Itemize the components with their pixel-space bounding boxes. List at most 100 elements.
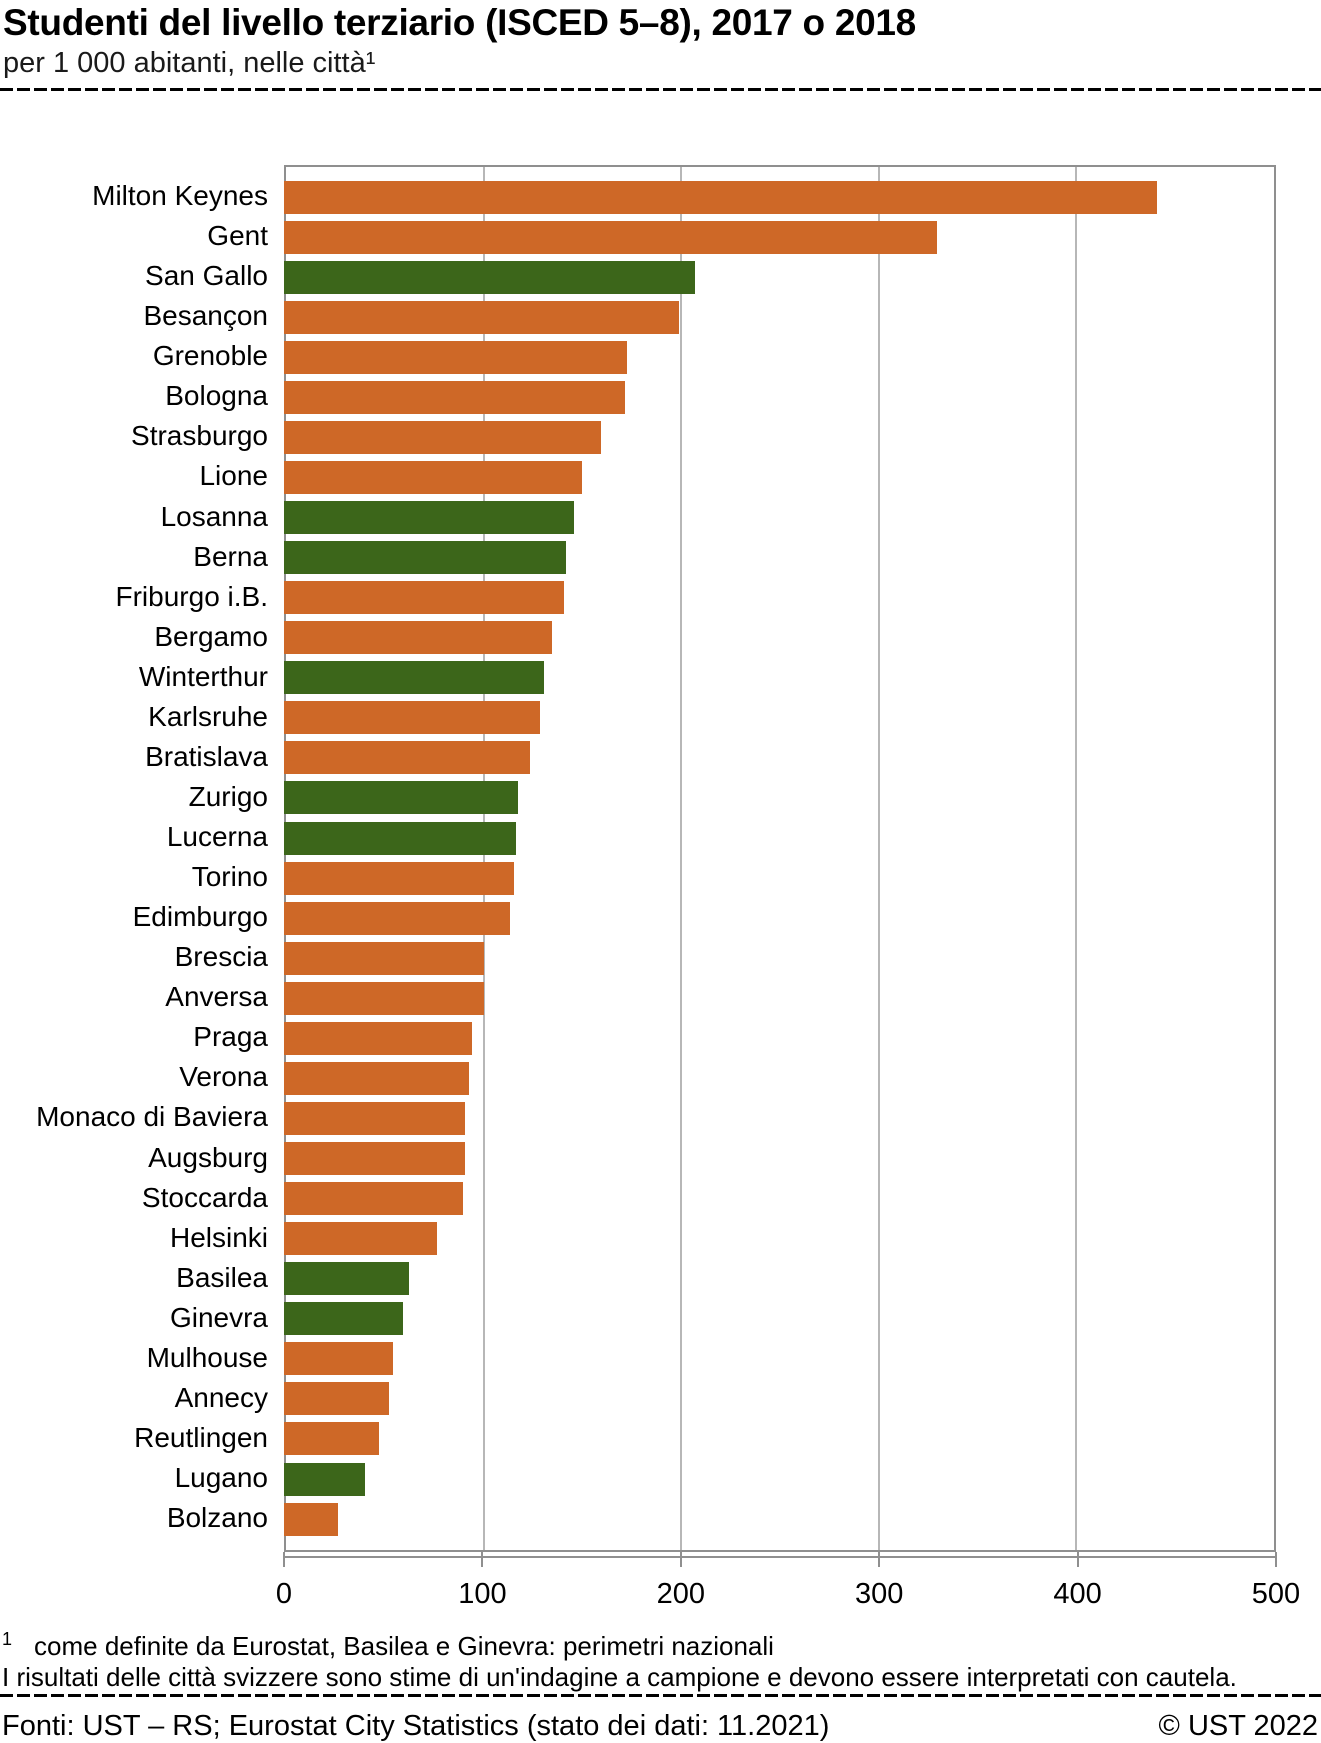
bar-anversa bbox=[284, 981, 485, 1015]
bar-gent bbox=[284, 220, 937, 254]
bar-track bbox=[284, 898, 1276, 938]
bar-track bbox=[284, 457, 1276, 497]
x-tick-300 bbox=[878, 1552, 881, 1567]
bar-losanna bbox=[284, 501, 574, 535]
bar-track bbox=[284, 1219, 1276, 1259]
x-tick-500 bbox=[1275, 1552, 1277, 1567]
category-label: Karlsruhe bbox=[148, 700, 268, 732]
chart-row: Grenoble bbox=[0, 337, 1276, 377]
bar-praga bbox=[284, 1021, 473, 1055]
category-label: Praga bbox=[193, 1021, 268, 1053]
copyright-text: © UST 2022 bbox=[1158, 1710, 1318, 1742]
bar-track bbox=[284, 217, 1276, 257]
bar-lugano bbox=[284, 1462, 366, 1496]
x-tick-label-500: 500 bbox=[1251, 1578, 1301, 1610]
category-label: Helsinki bbox=[169, 1221, 268, 1253]
chart-row: Strasburgo bbox=[0, 417, 1276, 457]
category-label: Annecy bbox=[174, 1381, 268, 1413]
x-tick-label-400: 400 bbox=[1053, 1578, 1102, 1610]
category-label: Edimburgo bbox=[132, 901, 268, 933]
bar-track bbox=[284, 858, 1276, 898]
category-label: Basilea bbox=[176, 1261, 268, 1293]
bar-annecy bbox=[284, 1382, 390, 1416]
bar-helsinki bbox=[284, 1222, 437, 1256]
category-label: Friburgo i.B. bbox=[115, 580, 269, 612]
category-label: Brescia bbox=[174, 941, 268, 973]
chart-title: Studenti del livello terziario (ISCED 5–… bbox=[3, 2, 916, 43]
chart-row: Monaco di Baviera bbox=[0, 1098, 1276, 1138]
gridline-400 bbox=[1075, 167, 1078, 1550]
bar-track bbox=[284, 1419, 1276, 1459]
bar-track bbox=[284, 1459, 1276, 1499]
bar-track bbox=[284, 1179, 1276, 1219]
chart-row: Stoccarda bbox=[0, 1179, 1276, 1219]
x-tick-0 bbox=[283, 1552, 285, 1567]
x-tick-label-100: 100 bbox=[458, 1578, 507, 1610]
chart-row: Karlsruhe bbox=[0, 698, 1276, 738]
category-label: Augsburg bbox=[148, 1141, 268, 1173]
category-label: Lione bbox=[199, 460, 268, 492]
bar-besan-on bbox=[284, 300, 679, 334]
category-label: Lugano bbox=[174, 1462, 268, 1494]
bar-track bbox=[284, 578, 1276, 618]
bar-track bbox=[284, 1299, 1276, 1339]
footnote-marker: 1 bbox=[2, 1629, 13, 1649]
category-label: Berna bbox=[193, 540, 268, 572]
bar-track bbox=[284, 1379, 1276, 1419]
x-tick-label-200: 200 bbox=[656, 1578, 705, 1610]
category-label: Grenoble bbox=[152, 340, 268, 372]
bar-lucerna bbox=[284, 821, 517, 855]
category-label: Stoccarda bbox=[141, 1181, 268, 1213]
x-axis-line bbox=[284, 1556, 1276, 1558]
bar-mulhouse bbox=[284, 1342, 394, 1376]
chart-row: Ginevra bbox=[0, 1299, 1276, 1339]
footer-divider-line bbox=[0, 1694, 1321, 1697]
chart-row: Reutlingen bbox=[0, 1419, 1276, 1459]
category-label: Milton Keynes bbox=[92, 180, 268, 212]
bar-basilea bbox=[284, 1262, 409, 1296]
category-label: San Gallo bbox=[145, 260, 268, 292]
bar-karlsruhe bbox=[284, 701, 540, 735]
chart-row: Basilea bbox=[0, 1259, 1276, 1299]
chart-row: Friburgo i.B. bbox=[0, 578, 1276, 618]
bar-track bbox=[284, 1058, 1276, 1098]
chart-row: Bologna bbox=[0, 377, 1276, 417]
bar-bologna bbox=[284, 380, 626, 414]
category-label: Torino bbox=[191, 861, 268, 893]
chart-row: Bergamo bbox=[0, 618, 1276, 658]
chart-row: Edimburgo bbox=[0, 898, 1276, 938]
chart-row: Helsinki bbox=[0, 1219, 1276, 1259]
chart-row: Losanna bbox=[0, 498, 1276, 538]
bar-zurigo bbox=[284, 781, 519, 815]
bar-track bbox=[284, 698, 1276, 738]
bar-verona bbox=[284, 1061, 469, 1095]
chart-row: Praga bbox=[0, 1018, 1276, 1058]
chart-row: Gent bbox=[0, 217, 1276, 257]
category-label: Ginevra bbox=[169, 1301, 268, 1333]
chart-row: Berna bbox=[0, 538, 1276, 578]
bar-track bbox=[284, 1098, 1276, 1138]
source-text: Fonti: UST – RS; Eurostat City Statistic… bbox=[2, 1710, 830, 1742]
category-label: Mulhouse bbox=[146, 1341, 268, 1373]
bar-track bbox=[284, 938, 1276, 978]
bar-lione bbox=[284, 460, 582, 494]
chart-row: Anversa bbox=[0, 978, 1276, 1018]
bar-track bbox=[284, 257, 1276, 297]
bar-bergamo bbox=[284, 621, 552, 655]
bar-track bbox=[284, 778, 1276, 818]
bar-track bbox=[284, 658, 1276, 698]
bar-track bbox=[284, 538, 1276, 578]
bar-track bbox=[284, 337, 1276, 377]
footnote-1-text: come definite da Eurostat, Basilea e Gin… bbox=[34, 1631, 774, 1661]
bar-track bbox=[284, 417, 1276, 457]
bar-track bbox=[284, 377, 1276, 417]
x-tick-200 bbox=[679, 1552, 682, 1567]
bar-bratislava bbox=[284, 741, 531, 775]
gridline-300 bbox=[877, 167, 880, 1550]
chart-row: Bratislava bbox=[0, 738, 1276, 778]
chart-row: Torino bbox=[0, 858, 1276, 898]
chart-row: Lione bbox=[0, 457, 1276, 497]
category-label: Reutlingen bbox=[134, 1421, 268, 1453]
bar-friburgo-i-b- bbox=[284, 581, 564, 615]
category-label: Monaco di Baviera bbox=[36, 1101, 268, 1133]
